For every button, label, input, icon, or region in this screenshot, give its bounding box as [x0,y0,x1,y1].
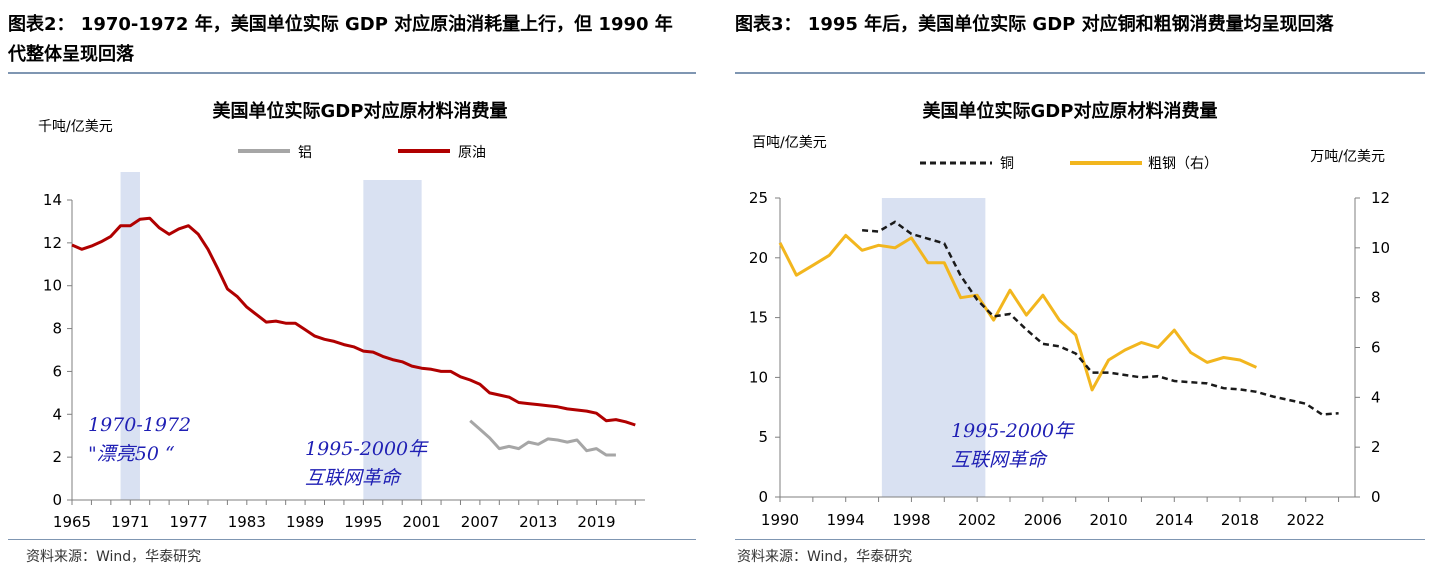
legend-label: 铜 [1000,156,1014,172]
left-figure-panel: 图表2： 1970-1972 年，美国单位实际 GDP 对应原油消耗量上行，但 … [0,0,700,575]
y-tick-label: 2 [52,448,62,466]
left-figure-title: 图表2： 1970-1972 年，美国单位实际 GDP 对应原油消耗量上行，但 … [8,14,673,65]
annotation-text: 1995-2000年 [951,420,1075,442]
x-tick-label: 1971 [111,513,149,531]
y-tick-label: 12 [43,234,62,252]
x-tick-label: 2007 [461,513,499,531]
x-tick-label: 1977 [169,513,207,531]
annotation-text: 1995-2000年 [305,438,429,460]
y-tick-label-right: 4 [1371,388,1381,406]
y-tick-label: 10 [43,277,62,295]
y-tick-label-left: 15 [749,309,768,327]
x-tick-label: 2013 [519,513,557,531]
x-tick-label: 2014 [1155,511,1193,529]
shaded-period [363,180,422,500]
right-figure-panel: 图表3： 1995 年后，美国单位实际 GDP 对应铜和粗钢消费量均呈现回落 美… [715,0,1430,575]
x-tick-label: 2022 [1287,511,1325,529]
y-tick-label-left: 0 [758,488,768,506]
left-title-rule [8,72,696,74]
legend-label: 粗钢（右） [1148,156,1218,172]
y-tick-label-right: 2 [1371,438,1381,456]
shaded-period [881,198,986,497]
y-tick-label-left: 20 [749,249,768,267]
x-tick-label: 1994 [827,511,865,529]
series-line-crude-steel [778,233,1258,392]
annotation-text: 互联网革命 [305,467,402,489]
shaded-period [120,172,140,500]
y-tick-label-left: 25 [749,189,768,207]
y-tick-label: 6 [52,362,62,380]
y-tick-label-right: 6 [1371,339,1381,357]
x-tick-label: 2006 [1024,511,1062,529]
legend-label: 铝 [298,145,312,161]
y-axis-unit-right: 万吨/亿美元 [1310,149,1385,165]
series-line-crude-oil [71,216,636,427]
right-figure-title: 图表3： 1995 年后，美国单位实际 GDP 对应铜和粗钢消费量均呈现回落 [735,14,1334,35]
annotation-text: "漂亮50 “ [88,443,175,465]
right-bottom-rule [735,539,1425,540]
x-tick-label: 1983 [228,513,266,531]
right-title-rule [735,72,1425,74]
y-tick-label-right: 0 [1371,488,1381,506]
y-tick-label-right: 12 [1371,189,1390,207]
y-tick-label-left: 10 [749,368,768,386]
x-tick-label: 1995 [344,513,382,531]
x-tick-label: 2018 [1221,511,1259,529]
left-bottom-rule [8,539,696,540]
chart-title: 美国单位实际GDP对应原材料消费量 [923,100,1218,122]
x-tick-label: 2002 [958,511,996,529]
y-axis-unit: 千吨/亿美元 [38,119,113,135]
y-axis-unit-left: 百吨/亿美元 [752,135,827,151]
x-tick-label: 2001 [403,513,441,531]
y-tick-label: 8 [52,320,62,338]
y-tick-label-right: 8 [1371,289,1381,307]
x-tick-label: 2019 [577,513,615,531]
annotation-text: 互联网革命 [951,449,1048,471]
y-tick-label: 4 [52,405,62,423]
chart-title: 美国单位实际GDP对应原材料消费量 [213,100,508,122]
x-tick-label: 2010 [1089,511,1127,529]
series-line-aluminum [469,419,616,457]
y-tick-label-right: 10 [1371,239,1390,257]
y-tick-label: 14 [43,191,62,209]
right-source-note: 资料来源：Wind，华泰研究 [737,549,913,565]
annotation-text: 1970-1972 [88,414,191,436]
x-tick-label: 1990 [761,511,799,529]
legend-label: 原油 [458,145,486,161]
y-tick-label: 0 [52,491,62,509]
left-source-note: 资料来源：Wind，华泰研究 [26,549,202,565]
x-tick-label: 1998 [892,511,930,529]
y-tick-label-left: 5 [758,428,768,446]
x-tick-label: 1965 [53,513,91,531]
x-tick-label: 1989 [286,513,324,531]
